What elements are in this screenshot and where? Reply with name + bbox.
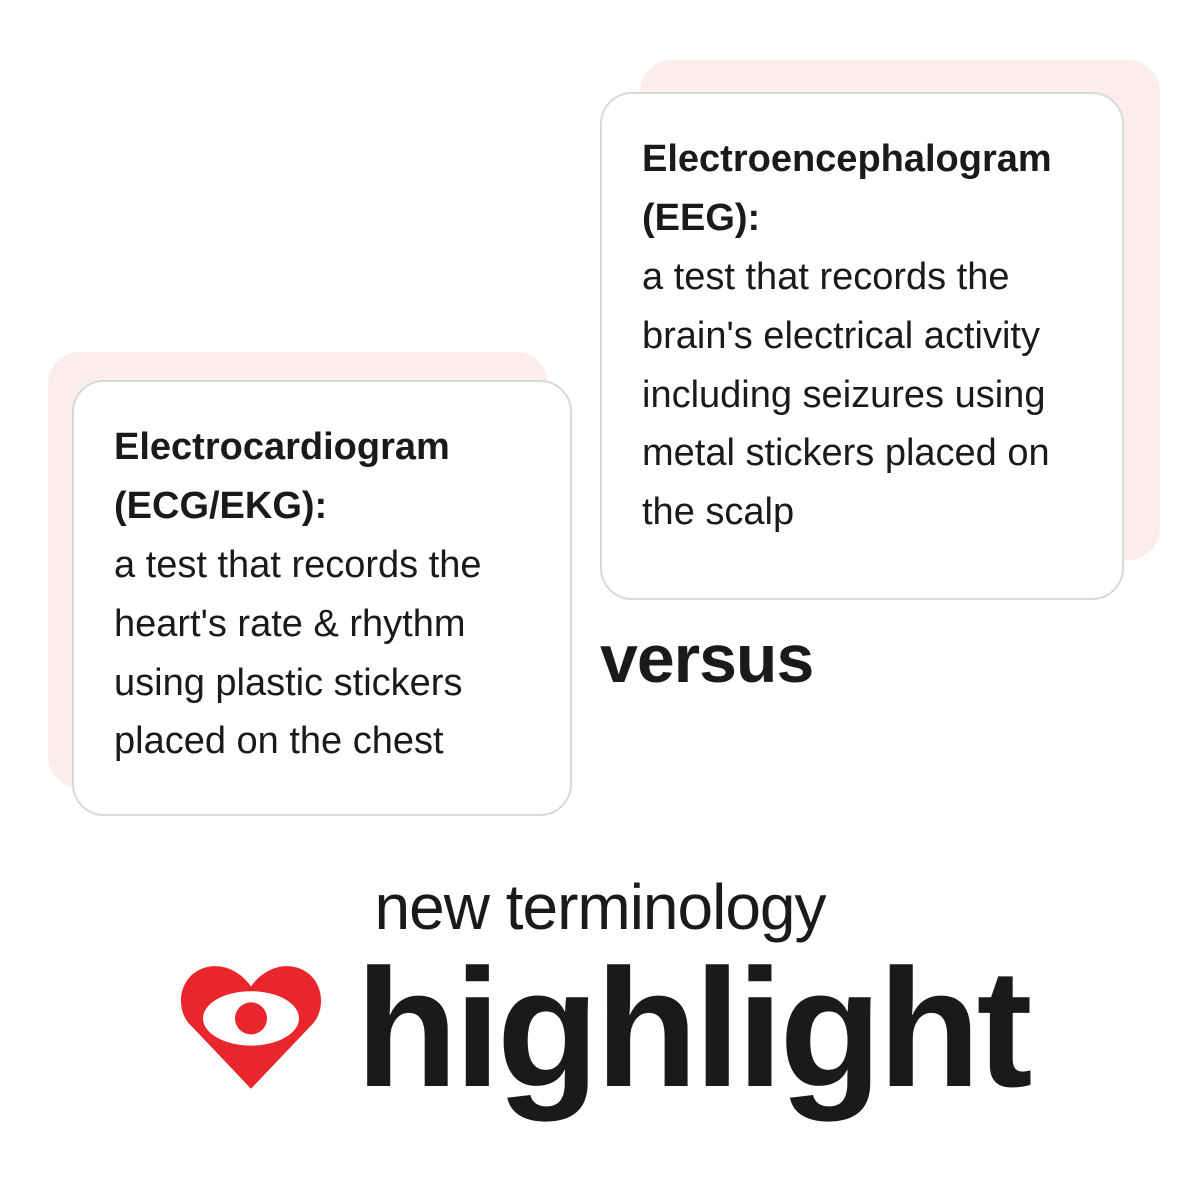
versus-label: versus bbox=[600, 620, 813, 698]
right-card: Electroencephalogram (EEG): a test that … bbox=[600, 92, 1124, 600]
footer: new terminology highlight bbox=[0, 870, 1200, 1112]
left-card: Electrocardiogram (ECG/EKG): a test that… bbox=[72, 380, 572, 816]
right-card-title: Electroencephalogram (EEG): bbox=[642, 130, 1082, 248]
footer-bottom-row: highlight bbox=[171, 944, 1028, 1112]
left-card-title: Electrocardiogram (ECG/EKG): bbox=[114, 418, 530, 536]
heart-eye-icon bbox=[171, 948, 331, 1108]
footer-bottom-text: highlight bbox=[355, 944, 1028, 1112]
footer-top-text: new terminology bbox=[375, 870, 826, 944]
left-card-desc: a test that records the heart's rate & r… bbox=[114, 536, 530, 772]
right-card-desc: a test that records the brain's electric… bbox=[642, 248, 1082, 542]
